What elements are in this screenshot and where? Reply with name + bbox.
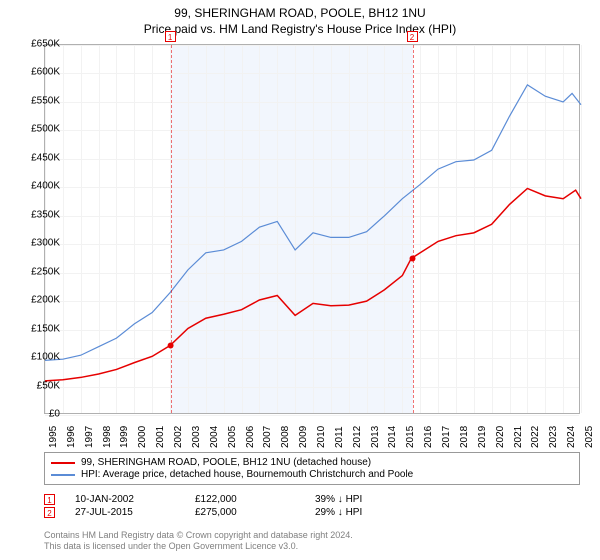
x-axis-label: 2000 <box>137 426 148 448</box>
chart-container: 99, SHERINGHAM ROAD, POOLE, BH12 1NU Pri… <box>0 0 600 560</box>
title-line1: 99, SHERINGHAM ROAD, POOLE, BH12 1NU <box>0 6 600 20</box>
sale-vline <box>171 45 172 413</box>
x-axis-label: 2014 <box>387 426 398 448</box>
x-axis-label: 2013 <box>370 426 381 448</box>
sale-marker-box: 2 <box>407 31 418 42</box>
footer-line1: Contains HM Land Registry data © Crown c… <box>44 530 353 541</box>
x-axis-label: 2011 <box>334 426 345 448</box>
x-axis-label: 2010 <box>316 426 327 448</box>
title-line2: Price paid vs. HM Land Registry's House … <box>0 22 600 36</box>
legend-label: 99, SHERINGHAM ROAD, POOLE, BH12 1NU (de… <box>81 457 371 468</box>
x-axis-label: 1996 <box>66 426 77 448</box>
sales-row-num: 1 <box>44 494 55 505</box>
x-axis-label: 1999 <box>119 426 130 448</box>
x-axis-label: 2003 <box>191 426 202 448</box>
sales-row: 2 27-JUL-2015£275,00029% ↓ HPI <box>44 507 580 518</box>
x-axis-label: 2008 <box>280 426 291 448</box>
x-axis-label: 2007 <box>262 426 273 448</box>
sales-table: 1 10-JAN-2002£122,00039% ↓ HPI 2 27-JUL-201… <box>44 492 580 520</box>
legend-swatch <box>51 462 75 464</box>
y-axis-label: £550K <box>31 95 60 106</box>
sales-row-price: £275,000 <box>195 507 315 518</box>
x-axis-label: 1997 <box>84 426 95 448</box>
legend-label: HPI: Average price, detached house, Bour… <box>81 469 413 480</box>
x-axis-label: 2020 <box>495 426 506 448</box>
y-axis-label: £650K <box>31 39 60 50</box>
y-axis-label: £50K <box>37 380 60 391</box>
legend-swatch <box>51 474 75 476</box>
sales-row-delta: 29% ↓ HPI <box>315 507 435 518</box>
x-axis-label: 2018 <box>459 426 470 448</box>
x-axis-label: 2016 <box>423 426 434 448</box>
x-axis-label: 2002 <box>173 426 184 448</box>
chart-svg <box>45 45 579 413</box>
y-axis-label: £250K <box>31 266 60 277</box>
y-axis-label: £400K <box>31 181 60 192</box>
y-axis-label: £450K <box>31 152 60 163</box>
x-axis-label: 2023 <box>548 426 559 448</box>
x-axis-label: 2009 <box>298 426 309 448</box>
x-axis-label: 2022 <box>530 426 541 448</box>
x-axis-label: 2024 <box>566 426 577 448</box>
sales-row-date: 10-JAN-2002 <box>75 494 195 505</box>
sale-vline <box>413 45 414 413</box>
x-axis-label: 2005 <box>227 426 238 448</box>
series-line <box>45 85 581 361</box>
y-axis-label: £350K <box>31 209 60 220</box>
x-axis-label: 2001 <box>155 426 166 448</box>
x-axis-label: 2025 <box>584 426 595 448</box>
sales-row-price: £122,000 <box>195 494 315 505</box>
sales-row-date: 27-JUL-2015 <box>75 507 195 518</box>
x-axis-label: 2017 <box>441 426 452 448</box>
y-axis-label: £100K <box>31 352 60 363</box>
y-axis-label: £150K <box>31 323 60 334</box>
y-axis-label: £600K <box>31 67 60 78</box>
y-axis-label: £200K <box>31 295 60 306</box>
footer-line2: This data is licensed under the Open Gov… <box>44 541 353 552</box>
x-axis-label: 2012 <box>352 426 363 448</box>
x-axis-label: 2015 <box>405 426 416 448</box>
sales-row-num: 2 <box>44 507 55 518</box>
sales-row: 1 10-JAN-2002£122,00039% ↓ HPI <box>44 494 580 505</box>
x-axis-label: 2019 <box>477 426 488 448</box>
y-axis-label: £300K <box>31 238 60 249</box>
x-axis-label: 2021 <box>513 426 524 448</box>
vgrid <box>581 45 582 413</box>
y-axis-label: £500K <box>31 124 60 135</box>
plot-area: 12 <box>44 44 580 414</box>
x-axis-label: 1995 <box>48 426 59 448</box>
x-axis-label: 2004 <box>209 426 220 448</box>
legend: 99, SHERINGHAM ROAD, POOLE, BH12 1NU (de… <box>44 452 580 485</box>
y-axis-label: £0 <box>49 409 60 420</box>
sales-row-delta: 39% ↓ HPI <box>315 494 435 505</box>
hgrid <box>45 415 579 416</box>
legend-row: 99, SHERINGHAM ROAD, POOLE, BH12 1NU (de… <box>51 457 573 468</box>
footer: Contains HM Land Registry data © Crown c… <box>44 530 353 553</box>
chart-area: 12 <box>44 44 580 414</box>
sale-marker-box: 1 <box>165 31 176 42</box>
x-axis-label: 2006 <box>245 426 256 448</box>
legend-row: HPI: Average price, detached house, Bour… <box>51 469 573 480</box>
x-axis-label: 1998 <box>102 426 113 448</box>
series-line <box>45 188 581 380</box>
title-area: 99, SHERINGHAM ROAD, POOLE, BH12 1NU Pri… <box>0 0 600 36</box>
